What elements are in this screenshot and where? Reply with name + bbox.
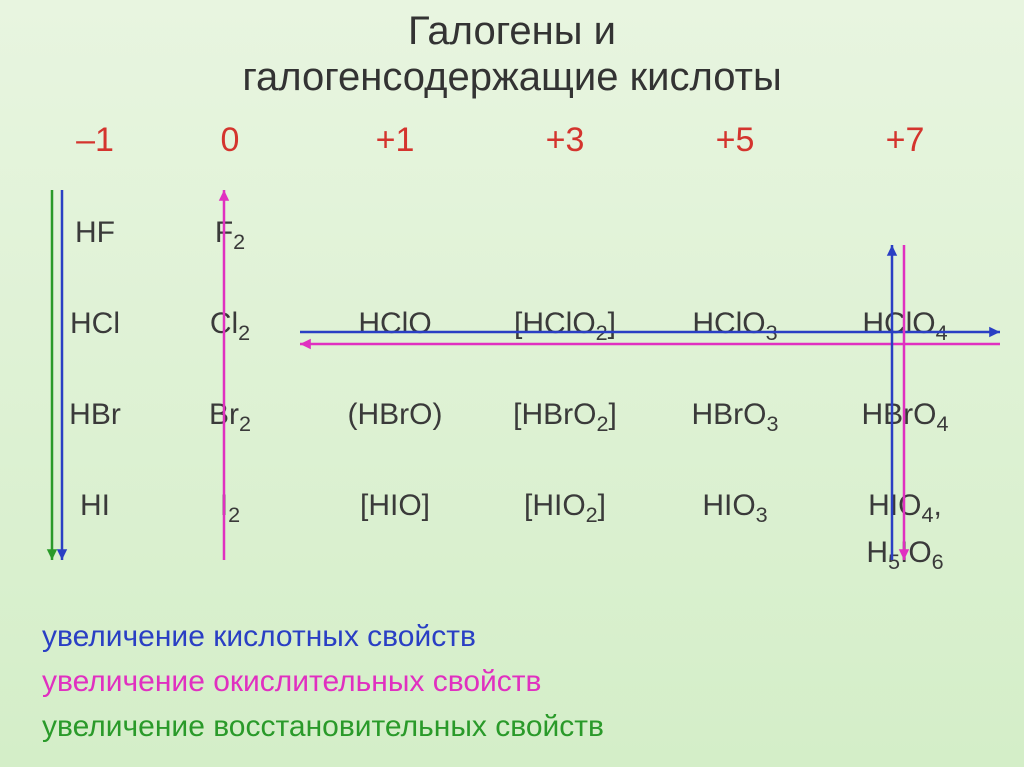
- formula-cell: HBrO3: [650, 398, 820, 432]
- table-row: HF F2: [0, 205, 1024, 260]
- ox-state: +1: [310, 121, 480, 160]
- formula-cell: [HIO]: [310, 489, 480, 523]
- ox-state: +5: [650, 121, 820, 160]
- formula-cell: Cl2: [150, 307, 310, 341]
- formula-cell: [HClO2]: [480, 307, 650, 341]
- page-title: Галогены и галогенсодержащие кислоты: [0, 0, 1024, 100]
- ox-state: –1: [0, 121, 150, 160]
- formula-cell: H5IO6: [820, 536, 990, 570]
- oxidation-header-row: –1 0 +1 +3 +5 +7: [0, 115, 1024, 165]
- ox-state: +7: [820, 121, 990, 160]
- formula-cell: HClO3: [650, 307, 820, 341]
- formula-cell: HCl: [0, 307, 150, 341]
- formula-cell: HF: [0, 216, 150, 250]
- formula-cell: [HIO2]: [480, 489, 650, 523]
- formula-cell: HIO3: [650, 489, 820, 523]
- formula-cell: I2: [150, 489, 310, 523]
- ox-state: 0: [150, 121, 310, 160]
- formula-cell: HClO4: [820, 307, 990, 341]
- table-row: HI I2 [HIO] [HIO2] HIO3 HIO4,: [0, 478, 1024, 533]
- formula-cell: HClO: [310, 307, 480, 341]
- formula-cell: (HBrO): [310, 398, 480, 432]
- formula-cell: HIO4,: [820, 489, 990, 523]
- legend-oxidizing: увеличение окислительных свойств: [42, 665, 541, 699]
- table-row: HBr Br2 (HBrO) [HBrO2] HBrO3 HBrO4: [0, 387, 1024, 442]
- formula-cell: HI: [0, 489, 150, 523]
- table-row: HCl Cl2 HClO [HClO2] HClO3 HClO4: [0, 296, 1024, 351]
- formula-cell: HBr: [0, 398, 150, 432]
- ox-state: +3: [480, 121, 650, 160]
- title-line-2: галогенсодержащие кислоты: [242, 55, 781, 99]
- table-row-extra: H5IO6: [0, 533, 1024, 573]
- formula-cell: [HBrO2]: [480, 398, 650, 432]
- formula-cell: F2: [150, 216, 310, 250]
- legend-acidic: увеличение кислотных свойств: [42, 620, 476, 654]
- title-line-1: Галогены и: [408, 9, 616, 53]
- legend-reducing: увеличение восстановительных свойств: [42, 710, 604, 744]
- formula-cell: Br2: [150, 398, 310, 432]
- oxidation-grid: –1 0 +1 +3 +5 +7 HF F2 HCl Cl2 HClO [HCl…: [0, 115, 1024, 573]
- formula-cell: HBrO4: [820, 398, 990, 432]
